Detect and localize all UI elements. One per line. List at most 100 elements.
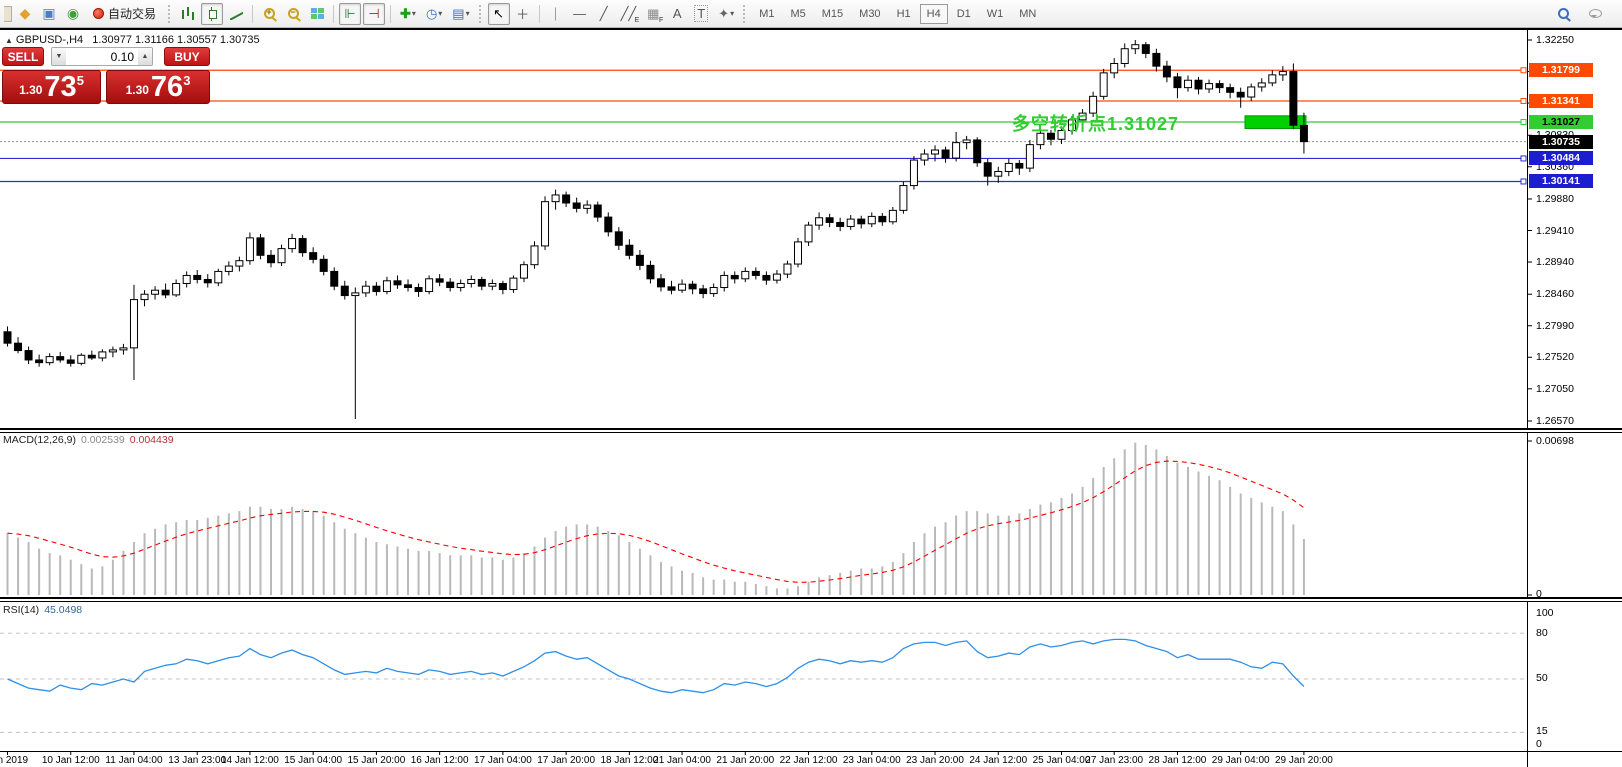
rsi-indicator-label: RSI(14) 45.0498 <box>3 604 82 616</box>
pivot-annotation-text[interactable]: 多空转折点1.31027 <box>1012 114 1180 134</box>
time-axis-label[interactable]: 23 Jan 04:00 <box>842 755 901 766</box>
chat-button[interactable] <box>1584 3 1606 25</box>
time-axis-label[interactable]: 28 Jan 12:00 <box>1148 755 1207 766</box>
time-axis-label[interactable]: 27 Jan 23:00 <box>1085 755 1144 766</box>
navigator-button[interactable]: ◉ <box>62 3 84 25</box>
rsi-value: 45.0498 <box>44 604 83 616</box>
time-axis-label[interactable]: 11 Jan 04:00 <box>105 755 163 766</box>
buy-price-display[interactable]: 1.30 76 3 <box>106 70 210 104</box>
zoom-in-button[interactable]: + <box>258 3 280 25</box>
price-level-badge: 1.31799 <box>1529 63 1593 78</box>
time-axis-label[interactable]: 22 Jan 12:00 <box>779 755 838 766</box>
clock-icon: ◷ <box>425 5 438 21</box>
fibonacci-button[interactable]: ▦ F <box>642 3 664 25</box>
tf-mn-button[interactable]: MN <box>1019 7 1037 20</box>
price-tick-label: 1.27990 <box>1536 319 1574 332</box>
price-axis-line <box>1527 30 1528 767</box>
candle-body <box>1268 74 1277 84</box>
time-axis-label[interactable]: 29 Jan 20:00 <box>1274 755 1333 766</box>
volume-decrease-button[interactable]: ▼ <box>52 48 66 65</box>
tf-m30-button[interactable]: M30 <box>859 7 881 20</box>
zoom-out-button[interactable]: − <box>282 3 304 25</box>
time-axis-label[interactable]: Jan 2019 <box>0 755 29 766</box>
time-axis-label[interactable]: 25 Jan 04:00 <box>1032 755 1091 766</box>
candle-body <box>1068 119 1077 132</box>
pane-separator-rsi[interactable] <box>0 597 1622 602</box>
autotrading-button[interactable]: 自动交易 <box>86 3 163 25</box>
candle-body <box>699 288 708 295</box>
pane-separator-timeaxis <box>0 751 1622 752</box>
time-axis-label[interactable]: 15 Jan 20:00 <box>347 755 406 766</box>
new-order-button[interactable]: ◆ <box>14 3 36 25</box>
tf-h4-button[interactable]: H4 <box>919 3 948 24</box>
candle-body <box>867 215 876 225</box>
market-watch-button[interactable]: ▣ <box>38 3 60 25</box>
clipped-toolbar-icon[interactable] <box>4 5 12 22</box>
level-line-handle[interactable] <box>1520 155 1527 162</box>
crosshair-button[interactable]: ＋ <box>512 3 534 25</box>
time-axis-label[interactable]: 17 Jan 20:00 <box>537 755 596 766</box>
level-line-handle[interactable] <box>1520 178 1527 185</box>
auto-scroll-button[interactable]: ⊣ <box>363 2 386 25</box>
time-axis-label[interactable]: 21 Jan 20:00 <box>716 755 775 766</box>
candle-body <box>488 282 497 287</box>
time-axis-label[interactable]: 18 Jan 12:00 <box>600 755 659 766</box>
periods-button[interactable]: ◷ ▾ <box>422 3 446 25</box>
time-axis-label[interactable]: 15 Jan 04:00 <box>284 755 343 766</box>
toolbar-separator <box>538 4 540 23</box>
candle-body <box>625 244 634 256</box>
sell-button[interactable]: SELL <box>2 47 44 66</box>
candle-body <box>108 349 117 353</box>
candlestick-chart-button[interactable] <box>201 2 224 25</box>
buy-button[interactable]: BUY <box>164 47 210 66</box>
tf-m5-button[interactable]: M5 <box>790 7 806 20</box>
text-button[interactable]: A <box>666 3 688 25</box>
arrows-button[interactable]: ✦ ▾ <box>714 3 738 25</box>
vertical-line-button[interactable]: ｜ <box>545 3 567 25</box>
templates-button[interactable]: ▤ ▾ <box>448 3 473 25</box>
sell-price-display[interactable]: 1.30 73 5 <box>2 70 101 104</box>
trendline-button[interactable]: ╱ <box>593 3 615 25</box>
channel-button[interactable]: ╱╱ E <box>617 3 641 25</box>
time-axis-label[interactable]: 16 Jan 12:00 <box>410 755 469 766</box>
tf-h1-button[interactable]: H1 <box>896 7 911 20</box>
level-line-handle[interactable] <box>1520 97 1527 104</box>
time-axis-label[interactable]: 23 Jan 20:00 <box>906 755 964 766</box>
horizontal-line-button[interactable]: — <box>569 3 591 25</box>
time-axis-label[interactable]: 14 Jan 12:00 <box>220 755 279 766</box>
cursor-button[interactable]: ↖ <box>487 2 510 25</box>
time-axis-label[interactable]: 10 Jan 12:00 <box>41 755 100 766</box>
chevron-down-icon: ▾ <box>438 9 443 18</box>
candle-body <box>214 270 223 284</box>
chart-shift-icon: ⊩ <box>344 5 356 21</box>
text-label-button[interactable]: T <box>690 3 712 25</box>
pane-separator-macd[interactable] <box>0 428 1622 433</box>
bar-chart-button[interactable] <box>177 3 199 25</box>
time-axis-label[interactable]: 24 Jan 12:00 <box>969 755 1028 766</box>
tf-w1-button[interactable]: W1 <box>986 7 1004 20</box>
candle-body <box>741 270 750 280</box>
chart-shift-button[interactable]: ⊩ <box>339 2 362 25</box>
tf-m15-button[interactable]: M15 <box>821 7 844 20</box>
time-axis-label[interactable]: 29 Jan 04:00 <box>1211 755 1270 766</box>
time-axis-label[interactable]: 17 Jan 04:00 <box>473 755 532 766</box>
time-axis-label[interactable]: 21 Jan 04:00 <box>653 755 711 766</box>
search-button[interactable] <box>1552 3 1574 25</box>
volume-input[interactable] <box>66 48 138 65</box>
time-axis-label[interactable]: 13 Jan 23:00 <box>168 755 227 766</box>
indicators-button[interactable]: ✚ ▾ <box>396 3 420 25</box>
tf-m1-button[interactable]: M1 <box>759 7 775 20</box>
level-line-handle[interactable] <box>1520 67 1527 74</box>
volume-increase-button[interactable]: ▲ <box>138 48 152 65</box>
level-line-handle[interactable] <box>1520 119 1527 126</box>
candle-body <box>140 293 149 301</box>
price-level-badge: 1.30484 <box>1529 151 1593 166</box>
add-indicator-icon: ✚ <box>400 5 411 21</box>
candle-body <box>203 278 212 284</box>
line-chart-button[interactable] <box>225 3 247 25</box>
tile-windows-button[interactable] <box>306 3 328 25</box>
candle-body <box>656 278 665 288</box>
tf-d1-button[interactable]: D1 <box>956 7 971 20</box>
price-tick-label: 1.26570 <box>1536 415 1574 427</box>
